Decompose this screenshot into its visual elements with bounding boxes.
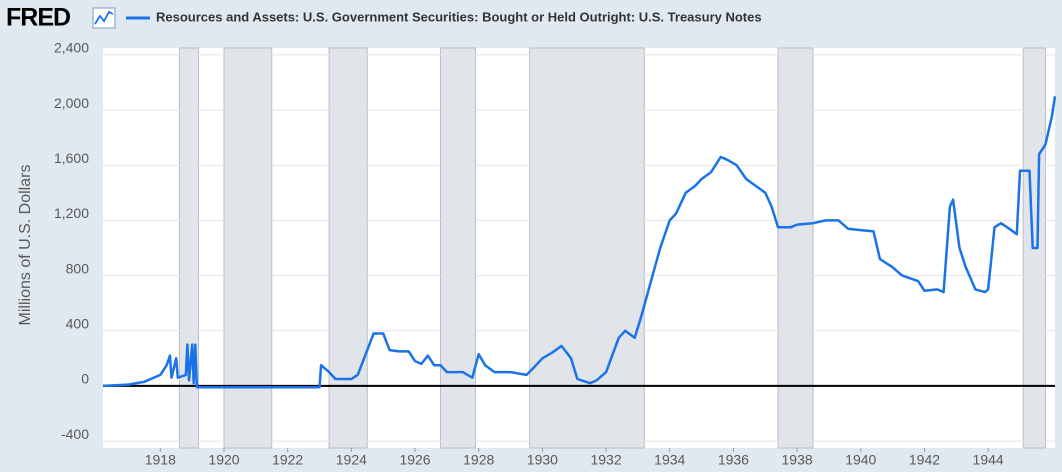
y-tick-label: 800 xyxy=(66,260,90,276)
recession-band xyxy=(777,47,814,449)
y-tick-label: 1,600 xyxy=(54,150,89,166)
recession-band xyxy=(178,47,200,449)
x-tick-label: 1918 xyxy=(145,452,176,468)
recession-band xyxy=(223,47,273,449)
x-tick-label: 1924 xyxy=(336,452,367,468)
y-tick-label: 2,000 xyxy=(54,95,89,111)
series-line xyxy=(102,96,1057,389)
y-tick-label: 2,400 xyxy=(54,40,89,56)
y-axis-label: Millions of U.S. Dollars xyxy=(17,165,34,326)
logo-icon xyxy=(92,7,116,29)
x-tick-label: 1936 xyxy=(718,452,749,468)
x-tick-label: 1944 xyxy=(973,452,1004,468)
x-tick-label: 1942 xyxy=(909,452,940,468)
recession-band xyxy=(439,47,477,449)
x-tick-label: 1938 xyxy=(782,452,813,468)
y-tick-label: 1,200 xyxy=(54,205,89,221)
logo: FRED xyxy=(6,4,70,32)
x-tick-label: 1920 xyxy=(208,452,239,468)
x-tick-label: 1932 xyxy=(590,452,621,468)
recession-band xyxy=(328,47,368,449)
x-tick-label: 1930 xyxy=(527,452,558,468)
x-tick-label: 1926 xyxy=(399,452,430,468)
x-tick-label: 1934 xyxy=(654,452,685,468)
x-tick-label: 1922 xyxy=(272,452,303,468)
recession-band xyxy=(529,47,645,449)
y-tick-label: 400 xyxy=(66,315,90,331)
y-tick-label: 0 xyxy=(81,371,89,387)
x-tick-label: 1940 xyxy=(845,452,876,468)
x-tick-label: 1928 xyxy=(463,452,494,468)
y-tick-label: -400 xyxy=(61,426,89,442)
legend-label: Resources and Assets: U.S. Government Se… xyxy=(156,9,762,24)
